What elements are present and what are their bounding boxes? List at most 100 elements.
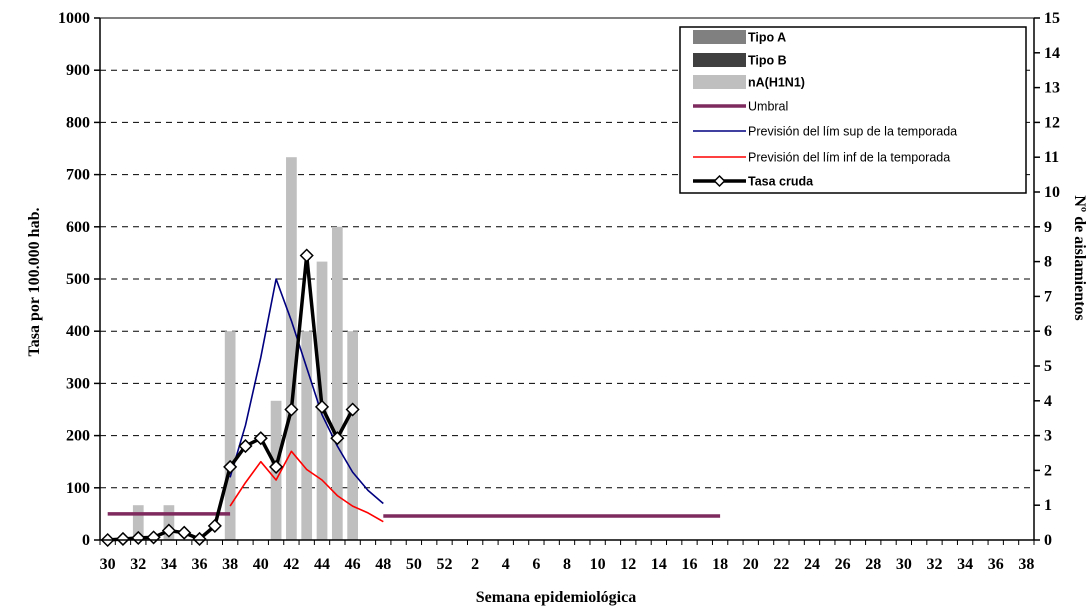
x-tick-label: 34 — [957, 556, 973, 573]
x-tick-label: 16 — [681, 556, 697, 573]
x-tick-label: 46 — [345, 556, 361, 573]
x-tick-label: 8 — [563, 556, 571, 573]
x-tick-label: 30 — [100, 556, 116, 573]
data-point — [146, 530, 161, 545]
right-tick-label: 7 — [1044, 288, 1052, 305]
tasa-cruda-markers — [100, 248, 360, 548]
left-tick-label: 600 — [66, 219, 90, 236]
bar — [163, 505, 175, 540]
legend-label: Previsión del lím inf de la temporada — [748, 151, 950, 165]
right-tick-label: 12 — [1044, 114, 1060, 131]
legend-swatch — [693, 30, 746, 44]
right-tick-label: 10 — [1044, 184, 1060, 201]
x-tick-label: 48 — [375, 556, 391, 573]
data-point — [192, 531, 207, 547]
left-tick-label: 800 — [66, 114, 90, 131]
right-tick-label: 0 — [1044, 532, 1052, 549]
data-point — [330, 431, 345, 446]
left-tick-label: 500 — [66, 271, 90, 288]
legend-marker — [713, 174, 726, 188]
x-tick-label: 36 — [192, 556, 208, 573]
x-tick-label: 30 — [896, 556, 912, 573]
data-point — [115, 531, 131, 547]
legend-label: Tasa cruda — [748, 175, 814, 189]
left-tick-label: 200 — [66, 428, 90, 445]
data-point — [223, 459, 238, 474]
right-tick-label: 8 — [1044, 254, 1052, 271]
left-tick-label: 400 — [66, 323, 90, 340]
x-tick-label: 4 — [502, 556, 510, 573]
x-tick-label: 38 — [1018, 556, 1034, 573]
data-point — [238, 438, 253, 454]
legend: Tipo A Tipo B nA(H1N1) Umbral Previsión del … — [679, 26, 1027, 194]
legend-swatch — [693, 53, 746, 67]
legend-label: nA(H1N1) — [748, 76, 805, 90]
right-tick-label: 2 — [1044, 462, 1052, 479]
x-tick-label: 10 — [590, 556, 606, 573]
right-tick-label: 15 — [1044, 10, 1060, 27]
right-tick-label: 4 — [1044, 393, 1052, 410]
x-tick-label: 28 — [865, 556, 881, 573]
data-point — [207, 518, 222, 533]
x-tick-label: 44 — [314, 556, 330, 573]
right-tick-label: 14 — [1044, 45, 1060, 62]
right-tick-label: 9 — [1044, 219, 1052, 236]
bar — [132, 505, 144, 540]
legend-label: Tipo A — [748, 31, 786, 45]
right-tick-label: 5 — [1044, 358, 1052, 375]
data-point — [299, 248, 314, 263]
x-tick-label: 32 — [926, 556, 942, 573]
x-tick-label: 52 — [437, 556, 453, 573]
bar — [224, 331, 236, 540]
data-point — [269, 459, 284, 474]
x-tick-label: 24 — [804, 556, 820, 573]
series-line — [229, 450, 384, 523]
x-tick-label: 20 — [743, 556, 759, 573]
legend-label: Umbral — [748, 100, 788, 114]
line-series — [107, 253, 721, 542]
data-point — [253, 431, 268, 446]
x-tick-label: 50 — [406, 556, 422, 573]
data-point — [345, 402, 360, 417]
x-tick-label: 2 — [471, 556, 479, 573]
legend-box — [679, 26, 1027, 194]
legend-label: Previsión del lím sup de la temporada — [748, 125, 957, 139]
right-tick-label: 1 — [1044, 497, 1052, 514]
left-axis-ticks: 0 100 200 300 400 500 600 700 800 900 1000 — [58, 10, 100, 549]
x-tick-label: 32 — [130, 556, 146, 573]
right-tick-label: 11 — [1044, 149, 1059, 166]
x-tick-label: 6 — [532, 556, 540, 573]
x-tick-label: 18 — [712, 556, 728, 573]
x-axis-ticks: 30 32 34 36 38 40 42 44 46 48 50 52 2 4 6 8 10 12 14 16 18 20… — [99, 540, 1035, 573]
left-tick-label: 900 — [66, 62, 90, 79]
bar — [301, 331, 313, 540]
data-point — [314, 399, 330, 414]
left-tick-label: 0 — [82, 532, 90, 549]
left-tick-label: 1000 — [58, 10, 90, 27]
right-axis-title: Nº de aislamientos — [1071, 195, 1088, 320]
bar — [347, 331, 358, 540]
data-point — [284, 402, 299, 417]
data-point — [177, 525, 192, 540]
data-point — [161, 523, 176, 538]
x-tick-label: 34 — [161, 556, 177, 573]
x-tick-label: 40 — [253, 556, 269, 573]
x-tick-label: 38 — [222, 556, 238, 573]
right-tick-label: 13 — [1044, 80, 1060, 97]
legend-swatch — [693, 75, 746, 89]
left-tick-label: 300 — [66, 375, 90, 392]
x-tick-label: 12 — [620, 556, 636, 573]
x-tick-label: 14 — [651, 556, 667, 573]
bar — [286, 157, 297, 540]
right-tick-label: 3 — [1044, 428, 1052, 445]
legend-label: Tipo B — [748, 54, 787, 68]
x-axis-title: Semana epidemiológica — [476, 589, 636, 606]
bar — [331, 226, 343, 541]
right-tick-label: 6 — [1044, 323, 1052, 340]
x-tick-label: 42 — [283, 556, 299, 573]
left-tick-label: 700 — [66, 167, 90, 184]
data-point — [131, 530, 146, 545]
x-tick-label: 26 — [835, 556, 851, 573]
